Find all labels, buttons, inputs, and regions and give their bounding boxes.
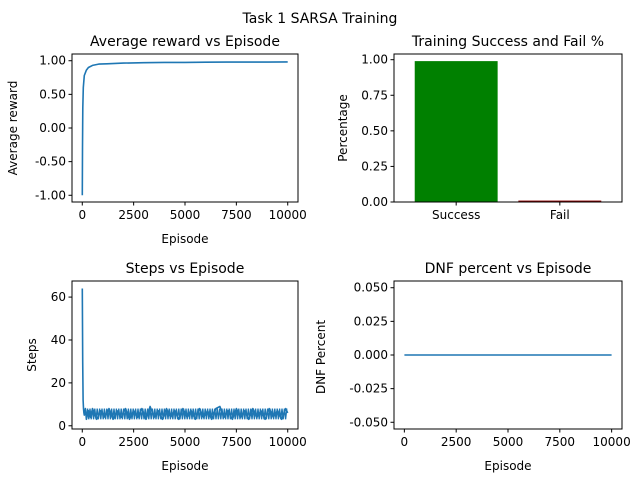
panel-dnf: DNF percent vs Episode Episode DNF Perce… [314,261,631,473]
success-fail-ytick-label: 0.50 [361,124,388,138]
steps-ytick-label: 0 [58,419,66,433]
success-fail-ytick-label: 0.75 [361,88,388,102]
steps-series-line [81,288,289,421]
avg-reward-title: Average reward vs Episode [90,34,280,50]
dnf-ytick-label: 0.050 [354,281,388,295]
steps-ytick-label: 20 [51,376,66,390]
success-fail-ytick-label: 0.00 [361,195,388,209]
steps-ylabel: Steps [25,338,39,372]
steps-xtick-label: 5000 [170,435,201,449]
success-fail-bar-fail [518,200,602,203]
success-fail-xtick-label: Fail [550,208,570,222]
steps-xtick-label: 2500 [118,435,149,449]
success-fail-marks: 0.00 0.25 0.50 0.75 1.00 Success Fail [361,53,602,222]
dnf-ylabel: DNF Percent [314,320,328,394]
dnf-title: DNF percent vs Episode [425,261,592,277]
dnf-ytick-label: 0.025 [354,314,388,328]
dnf-ytick-label: -0.025 [349,382,388,396]
steps-axes-frame [71,280,299,430]
dnf-xtick-label: 7500 [545,435,576,449]
steps-xtick-label: 7500 [221,435,252,449]
success-fail-ylabel: Percentage [336,94,350,162]
steps-title: Steps vs Episode [126,261,245,277]
dnf-xlabel: Episode [484,459,531,473]
steps-ytick-label: 40 [51,333,66,347]
figure-suptitle: Task 1 SARSA Training [242,11,398,27]
dnf-ytick-label: -0.050 [349,415,388,429]
success-fail-ytick-label: 0.25 [361,159,388,173]
avg-reward-ytick-label: 1.00 [39,54,66,68]
dnf-ytick-label: 0.000 [354,348,388,362]
avg-reward-ylabel: Average reward [6,81,20,176]
avg-reward-marks: -1.00 -0.50 0.00 0.50 1.00 0 2500 5000 7500 10000 [35,54,307,222]
avg-reward-ytick-label: 0.00 [39,121,66,135]
dnf-xtick-label: 2500 [441,435,472,449]
panel-success-fail: Training Success and Fail % Percentage 0… [336,34,623,222]
avg-reward-xtick-label: 10000 [269,208,307,222]
avg-reward-xtick-label: 2500 [118,208,149,222]
panel-steps: Steps vs Episode Episode Steps 0 20 40 60 0 2… [25,261,307,473]
avg-reward-xtick-label: 7500 [221,208,252,222]
avg-reward-series-line [81,61,288,196]
success-fail-title: Training Success and Fail % [411,34,604,50]
dnf-axes-frame [393,280,623,430]
steps-xtick-label: 10000 [269,435,307,449]
steps-xlabel: Episode [161,459,208,473]
dnf-xtick-label: 10000 [593,435,631,449]
steps-marks: 0 20 40 60 0 2500 5000 7500 10000 [51,288,307,449]
avg-reward-xtick-label: 0 [78,208,86,222]
success-fail-bar-success [414,61,498,202]
steps-xtick-label: 0 [78,435,86,449]
avg-reward-axes-frame [71,53,299,203]
dnf-xtick-label: 0 [401,435,409,449]
success-fail-ytick-label: 1.00 [361,53,388,67]
dnf-xtick-label: 5000 [493,435,524,449]
avg-reward-ytick-label: -0.50 [35,155,66,169]
steps-ytick-label: 60 [51,290,66,304]
avg-reward-ytick-label: 0.50 [39,87,66,101]
avg-reward-xtick-label: 5000 [170,208,201,222]
dnf-marks: -0.050 -0.025 0.000 0.025 0.050 0 2500 5000 7500… [349,281,630,449]
avg-reward-xlabel: Episode [161,232,208,246]
avg-reward-ytick-label: -1.00 [35,188,66,202]
success-fail-axes-frame [393,53,623,203]
panel-average-reward: Average reward vs Episode Episode Averag… [6,34,307,246]
success-fail-xtick-label: Success [432,208,480,222]
